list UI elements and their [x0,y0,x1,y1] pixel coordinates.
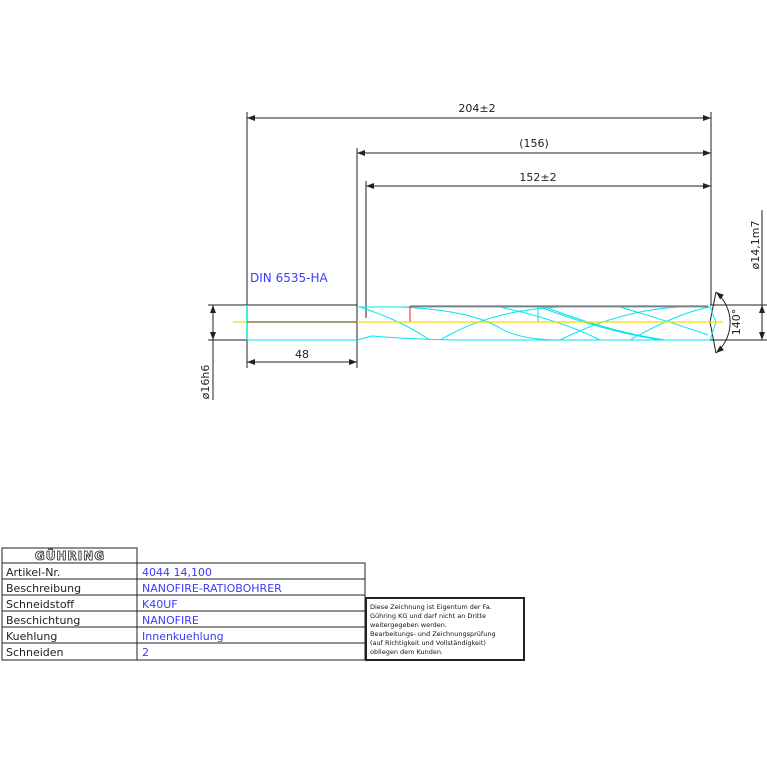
row-value: 2 [142,646,149,659]
row-label: Kuehlung [6,630,57,643]
row-value: NANOFIRE-RATIOBOHRER [142,582,282,595]
shank-length-label: 48 [295,348,309,361]
row-value: Innenkuehlung [142,630,224,643]
row-label: Beschichtung [6,614,80,627]
note-line: weitergegeben werden. [370,621,447,629]
guehring-logo: GÜHRING [35,548,105,563]
point-angle-leg [709,321,717,354]
note-line: Gühring KG und darf nicht an Dritte [370,612,486,620]
row-value: NANOFIRE [142,614,199,627]
note-line: Bearbeitungs- und Zeichnungsprüfung [370,630,496,638]
shank-diameter-label: ø16h6 [199,365,212,400]
dim-point-angle-arc [715,291,731,354]
row-value: K40UF [142,598,178,611]
overall-length-label: 204±2 [458,102,495,115]
row-label: Schneiden [6,646,64,659]
row-label: Schneidstoff [6,598,75,611]
note-line: Diese Zeichnung ist Eigentum der Fa. [370,603,492,611]
ownership-note: Diese Zeichnung ist Eigentum der Fa. Güh… [370,603,496,656]
point-angle-label: 140° [730,309,743,336]
row-label: Beschreibung [6,582,81,595]
flute-length-label: (156) [519,137,549,150]
extension-lines [208,112,767,368]
row-value: 4044 14,100 [142,566,212,579]
cutting-length-label: 152±2 [519,171,556,184]
cutting-diameter-label: ø14,1m7 [749,221,762,270]
point-angle-leg [709,291,717,323]
title-block [1,547,525,661]
drill-body [356,306,717,341]
row-label: Artikel-Nr. [6,566,60,579]
title-block-rows: Artikel-Nr. 4044 14,100 Beschreibung NAN… [6,566,282,659]
standard-label: DIN 6535-HA [250,271,328,285]
note-line: (auf Richtigkeit und Vollständigkeit) [370,639,486,647]
note-line: obliegen dem Kunden. [370,648,443,656]
